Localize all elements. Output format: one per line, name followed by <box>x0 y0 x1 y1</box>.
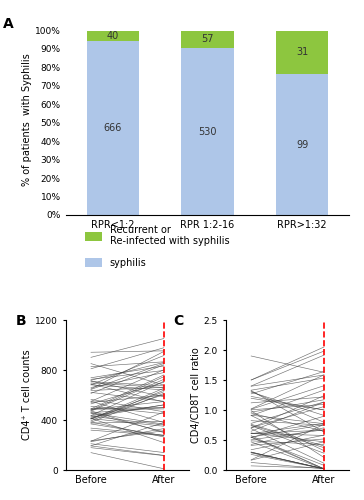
Bar <box>182 48 234 215</box>
Y-axis label: CD4/CD8T cell ratio: CD4/CD8T cell ratio <box>191 347 201 443</box>
Text: 57: 57 <box>201 34 214 44</box>
Bar <box>87 30 139 41</box>
Y-axis label: % of patients  with Syphilis: % of patients with Syphilis <box>22 54 32 186</box>
Text: 666: 666 <box>104 123 122 133</box>
Bar <box>276 74 328 215</box>
Text: 40: 40 <box>107 31 119 41</box>
Text: A: A <box>3 18 14 32</box>
Bar <box>87 41 139 215</box>
Y-axis label: CD4⁺ T cell counts: CD4⁺ T cell counts <box>22 350 32 440</box>
Bar <box>276 30 328 74</box>
Text: B: B <box>16 314 27 328</box>
Text: 31: 31 <box>296 48 308 58</box>
Text: C: C <box>174 314 184 328</box>
Text: 530: 530 <box>198 126 217 136</box>
Text: 99: 99 <box>296 140 308 149</box>
Legend: Recurrent or
Re-infected with syphilis, syphilis: Recurrent or Re-infected with syphilis, … <box>84 225 229 268</box>
Bar <box>182 30 234 48</box>
